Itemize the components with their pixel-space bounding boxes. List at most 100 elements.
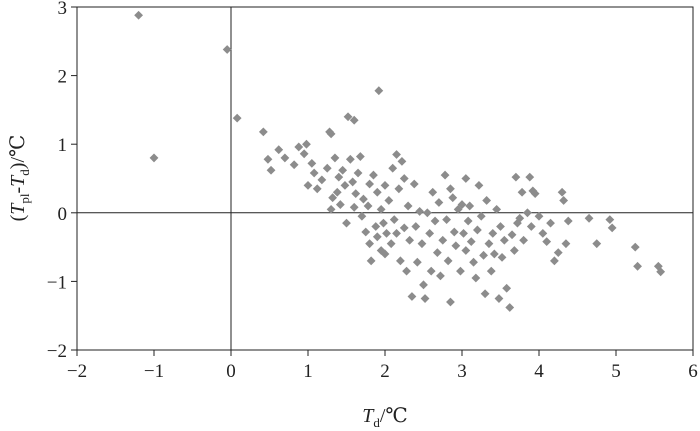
data-point: [448, 193, 458, 203]
data-point: [557, 187, 567, 197]
data-point: [473, 225, 482, 235]
data-point: [266, 165, 276, 175]
data-point: [509, 246, 519, 255]
data-point: [328, 193, 338, 203]
plot-frame: [76, 6, 694, 351]
data-point: [515, 213, 525, 223]
data-point: [417, 239, 427, 249]
data-point: [479, 250, 488, 260]
data-point: [397, 156, 407, 166]
data-point: [345, 154, 355, 164]
data-point: [592, 239, 602, 249]
data-point: [359, 194, 368, 204]
data-point: [502, 283, 512, 293]
data-point: [434, 198, 444, 207]
data-point: [561, 239, 571, 249]
data-point: [442, 215, 451, 225]
y-axis-label: (Tpl-Td)/℃: [7, 135, 32, 222]
data-point: [380, 180, 390, 190]
y-tick-label: 3: [58, 0, 68, 19]
y-tick-label: 2: [58, 67, 68, 88]
data-point: [465, 201, 475, 211]
data-point: [461, 246, 471, 255]
data-point: [326, 129, 336, 139]
data-point: [411, 222, 421, 231]
data-point: [351, 189, 361, 198]
data-point: [456, 266, 465, 276]
data-point: [258, 127, 268, 137]
data-point: [451, 241, 461, 251]
data-point: [494, 294, 504, 303]
data-point: [348, 177, 358, 187]
data-point: [342, 218, 351, 228]
data-point: [538, 228, 548, 238]
data-point: [149, 153, 159, 163]
data-point: [471, 273, 481, 283]
data-point: [294, 142, 304, 152]
x-tick-label: −2: [67, 361, 87, 382]
data-point: [486, 266, 496, 276]
data-point: [303, 180, 313, 190]
x-axis-label: Td/℃: [362, 405, 408, 430]
data-point: [443, 256, 453, 266]
y-axis-label-unit: /℃: [7, 135, 29, 163]
y-axis-label-close: ): [7, 163, 29, 170]
data-point: [605, 215, 615, 225]
data-point: [476, 211, 486, 221]
x-axis-label-sub: d: [373, 415, 380, 430]
data-point: [394, 184, 404, 194]
data-point: [438, 235, 448, 245]
data-point: [607, 223, 617, 233]
x-tick-label: 2: [380, 361, 390, 382]
data-point: [299, 149, 309, 159]
data-point: [335, 200, 345, 209]
data-point: [399, 174, 409, 183]
data-point: [489, 249, 499, 259]
data-point: [656, 267, 666, 277]
data-point: [371, 222, 381, 231]
data-point: [309, 168, 319, 178]
data-point: [302, 139, 311, 149]
data-point: [365, 179, 374, 189]
y-axis-label-sub2: d: [17, 169, 32, 176]
data-point: [507, 230, 517, 240]
data-point: [409, 179, 419, 189]
data-point: [563, 216, 573, 226]
data-point: [630, 242, 640, 252]
data-point: [357, 211, 367, 221]
data-point: [232, 113, 242, 123]
data-point: [461, 174, 471, 183]
data-point: [553, 248, 563, 257]
x-tick-label: 4: [534, 361, 544, 382]
data-point: [334, 172, 344, 182]
data-point: [372, 187, 382, 197]
x-axis-label-var: T: [362, 405, 375, 427]
data-point: [392, 150, 401, 159]
data-point: [446, 184, 455, 194]
data-point: [550, 256, 559, 266]
data-point: [349, 202, 359, 212]
data-point: [466, 237, 476, 247]
data-point: [312, 184, 322, 194]
data-point: [425, 228, 435, 238]
data-point: [496, 222, 505, 231]
data-point: [526, 222, 536, 231]
data-point: [134, 10, 143, 20]
data-point: [412, 257, 422, 267]
data-point: [499, 235, 509, 245]
data-point: [457, 200, 467, 209]
data-point: [386, 239, 396, 249]
data-point: [492, 204, 502, 214]
data-point: [440, 170, 450, 180]
data-point: [488, 228, 498, 238]
data-point: [430, 216, 440, 226]
data-point: [307, 159, 317, 168]
data-point: [484, 239, 494, 249]
data-point: [428, 187, 438, 197]
x-tick-label: −1: [144, 361, 164, 382]
data-point: [436, 271, 445, 281]
plot-area: [76, 6, 694, 351]
data-point: [419, 280, 428, 290]
data-point: [449, 227, 459, 237]
data-point: [338, 165, 348, 175]
